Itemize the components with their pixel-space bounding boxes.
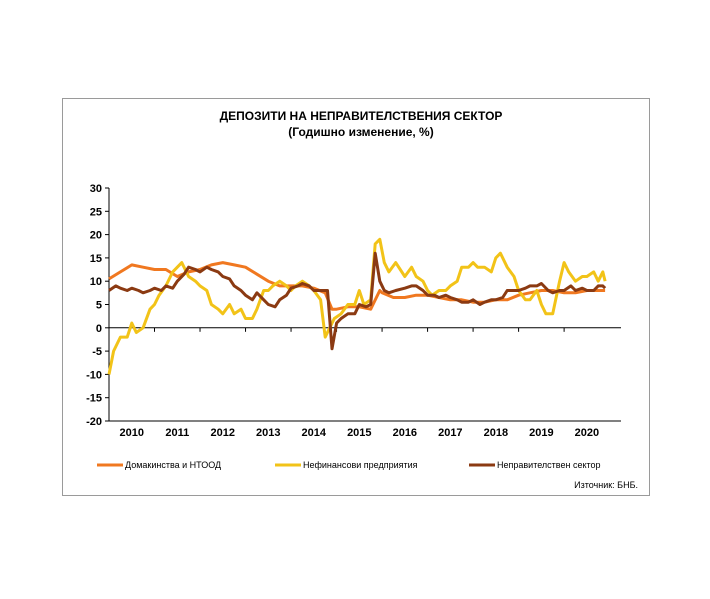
legend-item-nonfinancial: Нефинансови предприятия (275, 460, 418, 470)
legend-item-households: Домакинства и НТООД (97, 460, 221, 470)
chart-frame: ДЕПОЗИТИ НА НЕПРАВИТЕЛСТВЕНИЯ СЕКТОР (Го… (62, 98, 650, 496)
series-lines (107, 237, 607, 375)
x-tick-label: 2015 (347, 427, 371, 439)
legend-label-nongovernment: Неправителствен сектор (497, 460, 601, 470)
x-tick-label: 2020 (575, 427, 599, 439)
x-tick-label: 2011 (165, 427, 189, 439)
y-tick-label: -20 (86, 416, 102, 428)
y-tick-label: 5 (96, 300, 102, 312)
chart: ДЕПОЗИТИ НА НЕПРАВИТЕЛСТВЕНИЯ СЕКТОР (Го… (86, 109, 638, 490)
legend-label-households: Домакинства и НТООД (125, 460, 221, 470)
chart-title: ДЕПОЗИТИ НА НЕПРАВИТЕЛСТВЕНИЯ СЕКТОР (220, 109, 503, 123)
x-tick-label: 2012 (211, 427, 235, 439)
y-tick-label: 15 (90, 253, 102, 265)
y-tick-label: -15 (86, 393, 102, 405)
legend-item-nongovernment: Неправителствен сектор (469, 460, 601, 470)
y-tick-label: 30 (90, 183, 102, 195)
y-tick-label: 0 (96, 323, 102, 335)
series-line-nonfinancial (107, 237, 607, 375)
y-tick-label: -5 (92, 346, 102, 358)
y-tick-label: 25 (90, 206, 102, 218)
y-tick-label: 20 (90, 230, 102, 242)
x-tick-label: 2018 (484, 427, 508, 439)
x-tick-label: 2014 (302, 427, 327, 439)
legend: Домакинства и НТООД Нефинансови предприя… (97, 460, 601, 470)
x-tick-label: 2013 (256, 427, 280, 439)
x-tick-label: 2010 (120, 427, 144, 439)
x-tick-label: 2019 (529, 427, 553, 439)
series-line-nongovernment (108, 251, 607, 351)
source-note: Източник: БНБ. (574, 480, 638, 490)
y-tick-label: -10 (86, 369, 102, 381)
x-tick-label: 2017 (438, 427, 462, 439)
chart-subtitle: (Годишно изменение, %) (288, 125, 433, 139)
legend-label-nonfinancial: Нефинансови предприятия (303, 460, 418, 470)
x-tick-label: 2016 (393, 427, 417, 439)
y-tick-label: 10 (90, 276, 102, 288)
